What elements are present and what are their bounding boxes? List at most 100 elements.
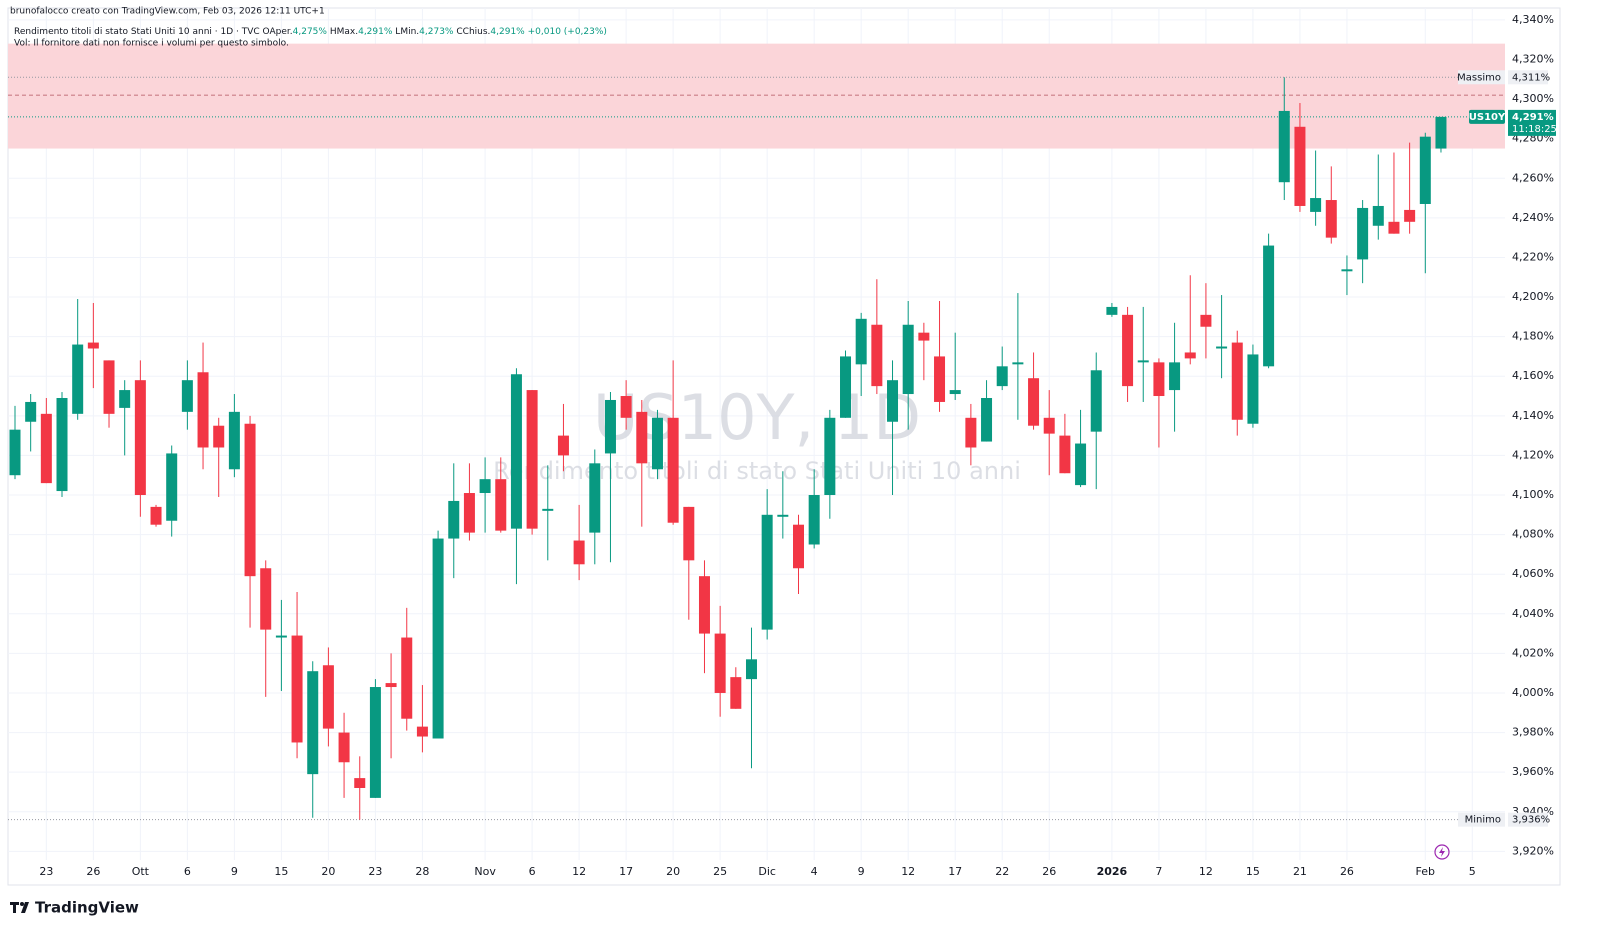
x-tick-label: 26	[1340, 865, 1354, 878]
candle-body	[949, 390, 961, 395]
candle-body	[620, 396, 632, 418]
candle-body	[25, 401, 37, 422]
candle-body	[965, 417, 977, 448]
candle-body	[1043, 417, 1055, 434]
candle-body	[354, 778, 366, 788]
y-tick-label: 4,320%	[1512, 52, 1554, 65]
last-name: US10Y	[1469, 112, 1506, 123]
candle-body	[1278, 110, 1290, 183]
marker-price: 3,936%	[1512, 815, 1550, 826]
candle-body	[432, 538, 444, 739]
candle-body	[542, 508, 554, 511]
candle-body	[197, 372, 209, 448]
candle-body	[840, 356, 852, 418]
candle-body	[228, 411, 240, 470]
candle-body	[103, 360, 115, 414]
legend-key: O	[263, 27, 270, 37]
candle-body	[1012, 362, 1024, 365]
logo-text: TradingView	[35, 899, 139, 917]
legend-symbol: Rendimento titoli di stato Stati Uniti 1…	[14, 27, 260, 37]
candle-body	[1184, 352, 1196, 359]
legend-key: H	[330, 27, 337, 37]
candle-body	[1247, 354, 1259, 424]
candle-body	[855, 318, 867, 365]
x-tick-label: 23	[39, 865, 53, 878]
y-tick-label: 4,140%	[1512, 409, 1554, 422]
candle-body	[213, 425, 225, 448]
x-tick-label: 17	[619, 865, 633, 878]
candle-body	[1310, 198, 1322, 212]
plot-background	[8, 8, 1505, 860]
last-name-box	[1469, 109, 1505, 124]
candle-body	[72, 344, 84, 414]
candle-body	[1419, 136, 1431, 204]
y-tick-label: 4,220%	[1512, 250, 1554, 263]
candle-body	[604, 399, 616, 454]
legend-value: 4,273%	[419, 27, 454, 37]
volume-note: Vol: Il fornitore dati non fornisce i vo…	[14, 39, 289, 49]
candle-body	[698, 576, 710, 634]
lightning-icon	[1434, 844, 1450, 860]
candle-body	[1404, 209, 1416, 222]
x-tick-label: 9	[858, 865, 865, 878]
candle-body	[181, 380, 193, 412]
candle-body	[416, 726, 428, 737]
candle-body	[291, 635, 303, 743]
candle-body	[40, 413, 52, 484]
candle-body	[683, 506, 695, 561]
legend-label: Min.	[400, 27, 419, 37]
attribution: brunofalocco creato con TradingView.com,…	[10, 7, 325, 17]
candle-body	[730, 677, 742, 709]
candle-body	[902, 324, 914, 395]
highlight-zone	[8, 43, 1505, 149]
y-tick-label: 4,100%	[1512, 488, 1554, 501]
candle-body	[1294, 126, 1306, 206]
x-tick-label: 6	[529, 865, 536, 878]
candle-body	[322, 665, 334, 729]
x-tick-label: 12	[901, 865, 915, 878]
x-tick-label: Dic	[758, 865, 776, 878]
candle-body	[369, 687, 381, 798]
candle-body	[996, 366, 1008, 387]
legend-change: +0,010 (+0,23%)	[528, 27, 607, 37]
y-tick-label: 4,340%	[1512, 13, 1554, 26]
candle-body	[1263, 245, 1275, 367]
y-tick-label: 4,060%	[1512, 567, 1554, 580]
candle-body	[793, 524, 804, 569]
y-tick-label: 4,040%	[1512, 607, 1554, 620]
candle-body	[871, 324, 883, 387]
marker-price-box	[1508, 70, 1548, 85]
candle-body	[824, 417, 836, 496]
candle-body	[589, 463, 601, 533]
x-tick-label: 25	[713, 865, 727, 878]
candle-body	[1357, 207, 1369, 260]
candle-body	[463, 493, 475, 533]
candle-body	[1153, 362, 1165, 397]
candle-body	[166, 453, 178, 521]
marker-name: Minimo	[1465, 815, 1501, 826]
candle-body	[1325, 200, 1337, 238]
watermark-symbol: US10Y, 1D	[593, 381, 921, 454]
x-tick-label: 20	[666, 865, 680, 878]
x-tick-label: 17	[948, 865, 962, 878]
x-tick-label: 9	[231, 865, 238, 878]
candle-body	[1435, 116, 1447, 149]
candle-body	[714, 633, 726, 693]
logo: TradingView	[10, 899, 139, 917]
x-tick-label: 4	[811, 865, 818, 878]
x-tick-label: 6	[184, 865, 191, 878]
y-tick-label: 4,160%	[1512, 369, 1554, 382]
y-tick-label: 4,260%	[1512, 171, 1554, 184]
candle-body	[56, 397, 68, 492]
candle-body	[510, 374, 522, 529]
candle-body	[150, 506, 162, 525]
candle-body	[573, 540, 585, 565]
candle-body	[745, 659, 757, 680]
legend-key: C	[456, 27, 462, 37]
x-tick-label: 12	[1199, 865, 1213, 878]
candle-body	[1200, 314, 1212, 327]
legend-key: L	[395, 27, 400, 37]
legend: Rendimento titoli di stato Stati Uniti 1…	[14, 27, 607, 37]
x-tick-label: 5	[1469, 865, 1476, 878]
